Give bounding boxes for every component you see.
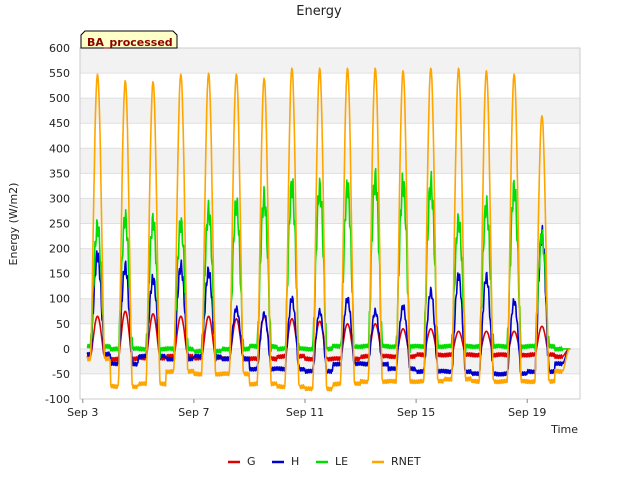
plot-band	[80, 48, 580, 74]
x-tick-label: Sep 19	[508, 406, 546, 419]
y-axis-label: Energy (W/m2)	[7, 183, 20, 266]
x-axis-ticks: Sep 3 Sep 7 Sep 11 Sep 15 Sep 19	[67, 399, 546, 419]
legend-label-rnet: RNET	[391, 455, 421, 468]
legend-label-h: H	[291, 455, 299, 468]
y-tick-label: 300	[49, 192, 70, 205]
y-tick-label: -50	[52, 368, 70, 381]
processed-badge: BA_processed	[80, 30, 178, 49]
x-tick-label: Sep 3	[67, 406, 98, 419]
y-tick-label: 550	[49, 67, 70, 80]
y-tick-label: 0	[63, 343, 70, 356]
y-tick-label: -100	[45, 393, 70, 406]
legend: G H LE RNET	[228, 455, 421, 468]
plot-frame	[79, 47, 581, 400]
y-tick-label: 250	[49, 218, 70, 231]
y-tick-label: 350	[49, 167, 70, 180]
x-axis-label: Time	[550, 423, 578, 436]
x-tick-label: Sep 7	[178, 406, 209, 419]
y-axis-ticks: -100 -50 0 50 100 150 200 250 300 350 400 450 500 550…	[45, 42, 70, 406]
series-line-rnet	[86, 67, 571, 392]
y-tick-label: 50	[56, 318, 70, 331]
plot-band	[80, 198, 580, 224]
series-line-h	[86, 224, 571, 377]
series-line-g	[86, 310, 571, 362]
plot-band	[80, 248, 580, 274]
legend-label-le: LE	[335, 455, 348, 468]
x-tick-label: Sep 11	[286, 406, 324, 419]
y-tick-label: 450	[49, 117, 70, 130]
series-line-le	[86, 167, 571, 361]
chart-title: Energy	[296, 4, 342, 19]
y-tick-label: 400	[49, 142, 70, 155]
y-tick-label: 500	[49, 92, 70, 105]
plot-bands	[80, 48, 580, 374]
plot-band	[80, 298, 580, 324]
y-tick-label: 200	[49, 243, 70, 256]
plot-band	[80, 148, 580, 174]
badge-label: BA_processed	[87, 36, 173, 49]
badge-box	[80, 30, 178, 49]
legend-label-g: G	[247, 455, 256, 468]
y-tick-label: 600	[49, 42, 70, 55]
y-tick-label: 150	[49, 268, 70, 281]
series-layer	[86, 67, 571, 392]
y-tick-label: 100	[49, 293, 70, 306]
plot-band	[80, 98, 580, 124]
x-tick-label: Sep 15	[397, 406, 435, 419]
